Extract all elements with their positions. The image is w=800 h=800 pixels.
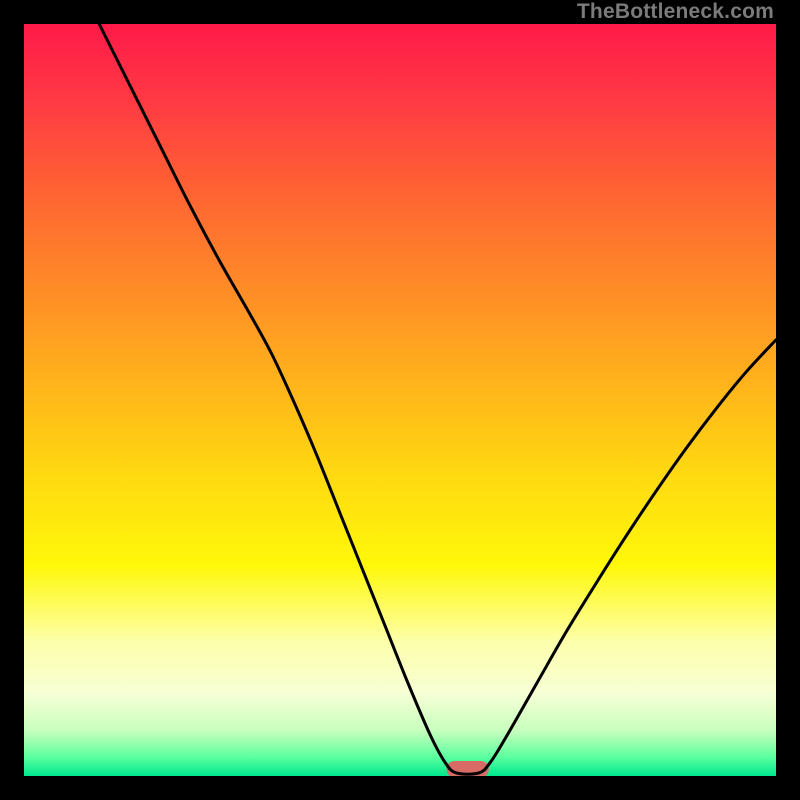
plot-area <box>24 24 776 776</box>
curve-path <box>99 24 776 774</box>
chart-frame: TheBottleneck.com <box>0 0 800 800</box>
bottleneck-curve <box>24 24 776 776</box>
watermark-text: TheBottleneck.com <box>577 0 774 24</box>
